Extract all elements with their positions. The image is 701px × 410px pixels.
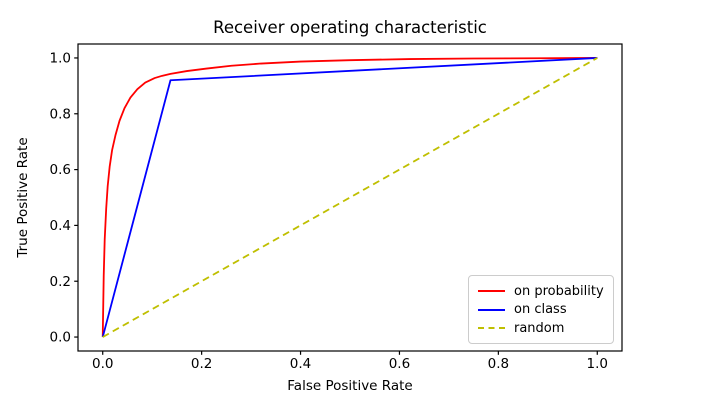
series-lines (101, 57, 598, 338)
legend-label: on class (514, 302, 567, 317)
y-tick-label: 0.2 (50, 274, 71, 290)
series-line-on-probability (101, 57, 598, 338)
x-tick-label: 0.0 (92, 356, 113, 372)
plot-frame (77, 43, 623, 352)
series-line-random (102, 57, 598, 338)
y-tick-label: 0.4 (50, 218, 71, 234)
x-axis-label: False Positive Rate (287, 378, 412, 394)
legend: on probability on class random (468, 275, 614, 344)
legend-line-sample (478, 327, 505, 329)
legend-line-sample (478, 290, 505, 292)
y-tick-label: 0.8 (50, 106, 71, 122)
x-tick-label: 1.0 (587, 356, 608, 372)
y-axis-label: True Positive Rate (15, 137, 31, 258)
x-tick-label: 0.4 (290, 356, 311, 372)
y-tick-label: 0.6 (50, 162, 71, 178)
legend-line-sample (478, 308, 505, 311)
legend-entry: on probability (478, 285, 607, 298)
legend-entry: on class (478, 303, 607, 316)
series-line-on-class (101, 57, 598, 338)
legend-label: random (514, 320, 565, 336)
x-tick-label: 0.2 (191, 356, 212, 372)
axis-ticks: 0.0 0.2 0.4 0.6 0.8 1.0 0.0 0.2 0.4 0.6 0.8 1.0 (50, 51, 608, 372)
y-tick-label: 1.0 (50, 51, 71, 67)
legend-label: on probability (514, 283, 604, 299)
x-tick-label: 0.8 (488, 356, 509, 372)
y-tick-label: 0.0 (50, 330, 71, 346)
x-tick-label: 0.6 (389, 356, 410, 372)
legend-entry: random (478, 322, 607, 335)
chart-title: Receiver operating characteristic (213, 18, 487, 37)
